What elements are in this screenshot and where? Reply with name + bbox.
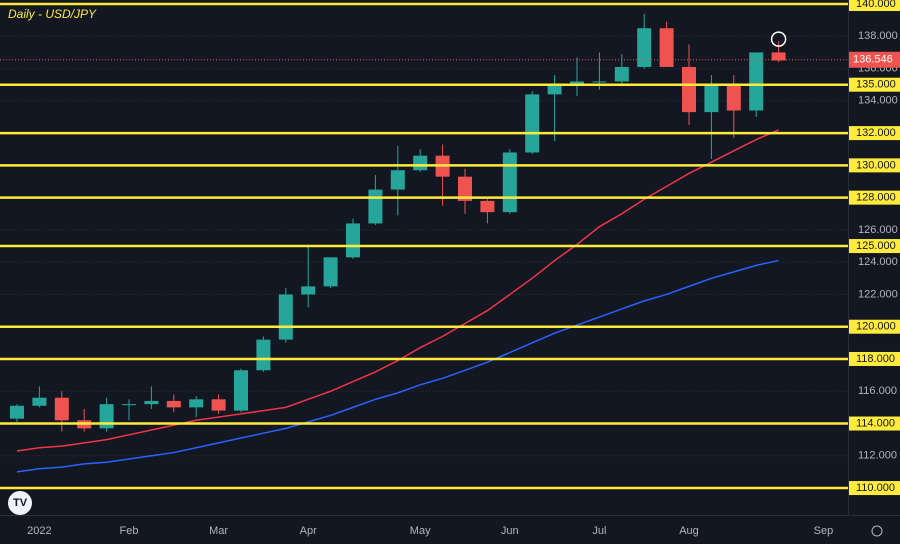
candle-body bbox=[166, 400, 181, 408]
level-tag bbox=[849, 416, 900, 431]
y-tick-label: 126.000 bbox=[858, 224, 898, 236]
moving-average-line bbox=[16, 259, 779, 473]
level-label: 140.000 bbox=[856, 0, 896, 10]
level-label: 125.000 bbox=[856, 240, 896, 252]
level-label: 110.000 bbox=[856, 482, 895, 494]
candle-body bbox=[525, 94, 540, 153]
x-tick-label: 2022 bbox=[27, 525, 51, 537]
candle-body bbox=[726, 84, 741, 111]
y-tick-label: 124.000 bbox=[858, 256, 898, 268]
x-tick-label: Apr bbox=[300, 525, 317, 537]
y-tick-label: 112.000 bbox=[858, 450, 897, 462]
highlight-circle bbox=[770, 31, 787, 47]
candle-body bbox=[570, 81, 584, 85]
x-tick-label: May bbox=[410, 525, 431, 537]
level-label: 130.000 bbox=[856, 159, 896, 171]
tv-logo: TV bbox=[8, 491, 32, 515]
level-tag bbox=[849, 481, 900, 496]
candle-body bbox=[390, 170, 405, 190]
candle-body bbox=[144, 400, 159, 405]
last-price-label: 136.546 bbox=[853, 54, 893, 66]
candle-body bbox=[301, 286, 316, 295]
candle-body bbox=[659, 28, 674, 67]
level-tag bbox=[849, 319, 900, 334]
candle-body bbox=[704, 84, 719, 113]
candle-body bbox=[413, 155, 428, 171]
level-label: 132.000 bbox=[856, 127, 896, 139]
candle-body bbox=[122, 404, 136, 406]
level-tag bbox=[849, 77, 900, 92]
candle-body bbox=[637, 28, 652, 67]
y-tick-label: 134.000 bbox=[858, 95, 898, 107]
moving-average-line bbox=[16, 129, 779, 452]
candle-body bbox=[54, 397, 69, 421]
level-label: 128.000 bbox=[856, 192, 896, 204]
level-label: 135.000 bbox=[856, 79, 896, 91]
level-label: 118.000 bbox=[856, 353, 895, 365]
x-tick-label: Jul bbox=[592, 525, 606, 537]
candle-body bbox=[211, 399, 226, 411]
x-tick-label: Mar bbox=[209, 525, 228, 537]
candle-body bbox=[502, 152, 517, 213]
level-tag bbox=[849, 190, 900, 205]
candle-body bbox=[458, 176, 472, 201]
level-label: 120.000 bbox=[856, 321, 896, 333]
candle-body bbox=[614, 66, 629, 82]
candle-body bbox=[749, 52, 764, 111]
candle-body bbox=[682, 66, 696, 113]
level-tag bbox=[849, 239, 900, 254]
candle-body bbox=[592, 81, 607, 83]
settings-icon[interactable] bbox=[871, 525, 883, 537]
candle-body bbox=[547, 84, 562, 95]
y-tick-label: 122.000 bbox=[858, 288, 898, 300]
candle-body bbox=[234, 370, 248, 411]
x-tick-label: Sep bbox=[814, 525, 834, 537]
chart-title: Daily - USD/JPY bbox=[8, 7, 97, 21]
y-tick-label: 116.000 bbox=[858, 385, 897, 397]
plot-area bbox=[0, 13, 848, 473]
x-tick-label: Feb bbox=[120, 525, 139, 537]
level-tag bbox=[849, 351, 900, 366]
candle-body bbox=[32, 397, 47, 406]
y-tick-label: 138.000 bbox=[858, 30, 898, 42]
candle-body bbox=[480, 200, 495, 213]
candle-body bbox=[189, 399, 204, 408]
level-label: 114.000 bbox=[856, 417, 895, 429]
svg-text:TV: TV bbox=[13, 497, 28, 509]
candle-body bbox=[10, 405, 24, 419]
level-tag bbox=[849, 126, 900, 141]
candle-body bbox=[771, 52, 786, 61]
candle-body bbox=[346, 223, 360, 258]
candle-body bbox=[278, 294, 293, 340]
last-price-tag bbox=[849, 51, 900, 68]
candle-body bbox=[368, 189, 383, 224]
candle-body bbox=[323, 257, 338, 287]
level-tag bbox=[849, 158, 900, 173]
x-tick-label: Aug bbox=[679, 525, 699, 537]
level-tag bbox=[849, 0, 900, 12]
x-tick-label: Jun bbox=[501, 525, 519, 537]
candle-body bbox=[256, 339, 271, 371]
